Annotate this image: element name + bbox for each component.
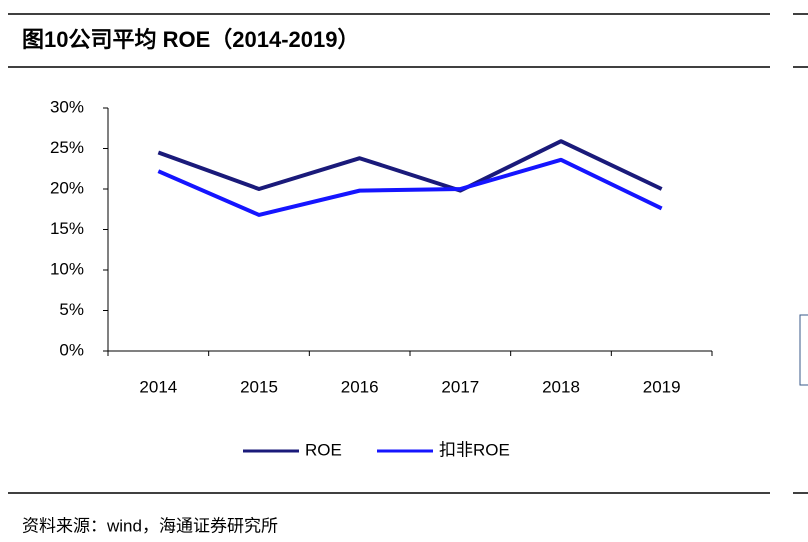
y-tick-label: 0%: [59, 340, 84, 359]
source-note: 资料来源：wind，海通证券研究所: [22, 516, 278, 535]
x-tick-label: 2019: [643, 377, 681, 396]
side-box: [799, 314, 808, 386]
x-tick-label: 2016: [341, 377, 379, 396]
y-tick-label: 15%: [50, 219, 84, 238]
line-series: [157, 139, 663, 193]
y-tick-label: 30%: [50, 97, 84, 116]
x-tick-label: 2017: [441, 377, 479, 396]
legend-label: ROE: [305, 440, 342, 459]
y-tick-label: 25%: [50, 138, 84, 157]
y-tick-label: 10%: [50, 259, 84, 278]
x-tick-label: 2014: [139, 377, 177, 396]
x-tick-label: 2015: [240, 377, 278, 396]
chart-title: 图10公司平均 ROE（2014-2019）: [22, 27, 359, 52]
y-tick-label: 5%: [59, 300, 84, 319]
line-series: [157, 157, 663, 217]
y-tick-label: 20%: [50, 178, 84, 197]
legend-label: 扣非ROE: [439, 440, 510, 459]
x-tick-label: 2018: [542, 377, 580, 396]
